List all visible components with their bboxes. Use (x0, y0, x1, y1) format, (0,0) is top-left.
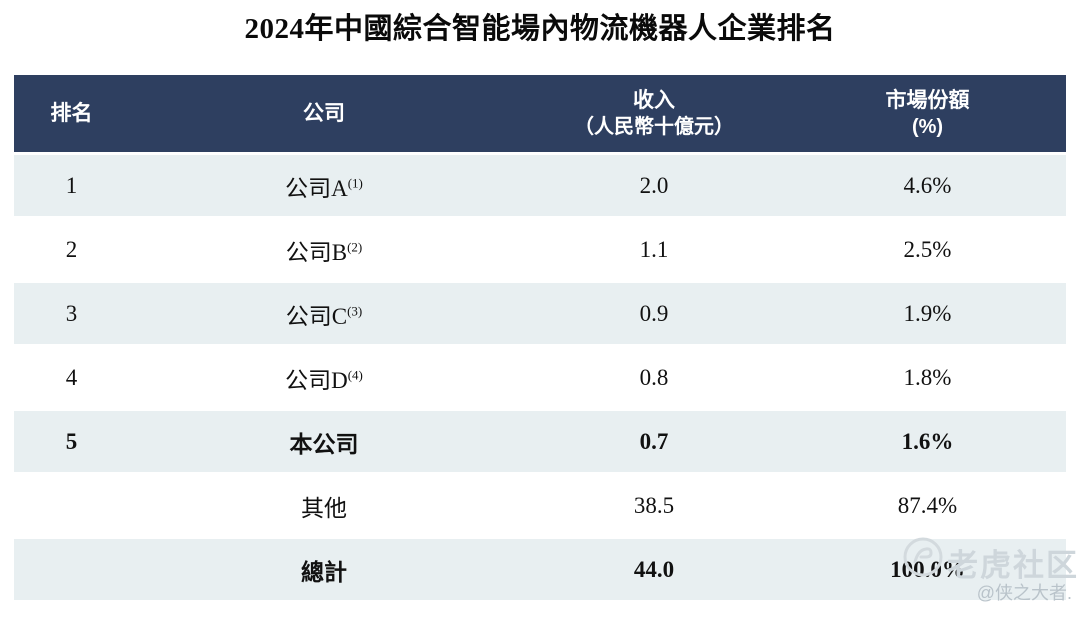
company-cell: 總計 (301, 559, 347, 585)
revenue-cell: 2.0 (639, 172, 669, 198)
share-cell: 100.0% (890, 556, 965, 582)
company-cell: 其他 (301, 495, 347, 521)
revenue-cell: 1.1 (639, 236, 669, 262)
company-cell: 本公司 (289, 431, 359, 457)
footnote-marker: (2) (347, 238, 363, 254)
column-header-revenue-unit: （人民幣十億元） (574, 115, 734, 138)
table-body: 1 公司A(1) 2.0 4.6% 2 公司B(2) 1.1 2.5% 3 公司… (14, 155, 1066, 603)
share-cell: 87.4% (897, 492, 958, 518)
rank-cell: 2 (65, 236, 78, 262)
table-row: 4 公司D(4) 0.8 1.8% (14, 347, 1066, 411)
column-header-share-unit: (%) (911, 115, 944, 138)
share-cell: 2.5% (903, 236, 952, 262)
company-cell: 公司A(1) (285, 174, 363, 201)
share-cell: 4.6% (903, 172, 952, 198)
table-row-our-company: 5 本公司 0.7 1.6% (14, 411, 1066, 475)
ranking-table: 排名 公司 收入 （人民幣十億元） 市場份額 (%) 1 公司A(1) 2.0 … (14, 75, 1066, 603)
column-header-revenue-label: 收入 (633, 88, 675, 112)
company-cell: 公司B(2) (285, 238, 363, 265)
share-cell: 1.9% (903, 300, 952, 326)
revenue-cell: 38.5 (633, 492, 675, 518)
table-row: 2 公司B(2) 1.1 2.5% (14, 219, 1066, 283)
table-row-others: 其他 38.5 87.4% (14, 475, 1066, 539)
column-header-rank: 排名 (50, 102, 93, 125)
column-header-revenue: 收入 （人民幣十億元） (519, 87, 789, 141)
revenue-cell: 0.7 (639, 428, 669, 454)
share-cell: 1.8% (903, 364, 952, 390)
revenue-cell: 0.8 (639, 364, 669, 390)
footnote-marker: (4) (347, 366, 363, 382)
tiger-community-logo-icon (903, 537, 943, 577)
company-cell: 公司D(4) (285, 366, 363, 393)
watermark-brand-text: 老虎社区 (947, 548, 1079, 583)
column-header-company: 公司 (303, 102, 345, 125)
revenue-cell: 0.9 (639, 300, 669, 326)
table-header-row: 排名 公司 收入 （人民幣十億元） 市場份額 (%) (14, 75, 1066, 155)
table-row-total: 總計 44.0 100.0% (14, 539, 1066, 603)
rank-cell: 3 (65, 300, 78, 326)
rank-cell: 4 (65, 364, 78, 390)
footnote-marker: (1) (347, 174, 363, 190)
share-cell: 1.6% (901, 428, 954, 454)
revenue-cell: 44.0 (633, 556, 675, 582)
column-header-share-label: 市場份額 (885, 88, 970, 112)
rank-cell: 5 (65, 428, 78, 454)
company-cell: 公司C(3) (285, 302, 363, 329)
rank-cell: 1 (65, 172, 78, 198)
page-title: 2024年中國綜合智能場內物流機器人企業排名 (244, 13, 836, 45)
footnote-marker: (3) (347, 302, 363, 318)
column-header-share: 市場份額 (%) (789, 87, 1066, 141)
table-row: 1 公司A(1) 2.0 4.6% (14, 155, 1066, 219)
watermark-handle-text: @侠之大者. (976, 583, 1072, 603)
table-row: 3 公司C(3) 0.9 1.9% (14, 283, 1066, 347)
